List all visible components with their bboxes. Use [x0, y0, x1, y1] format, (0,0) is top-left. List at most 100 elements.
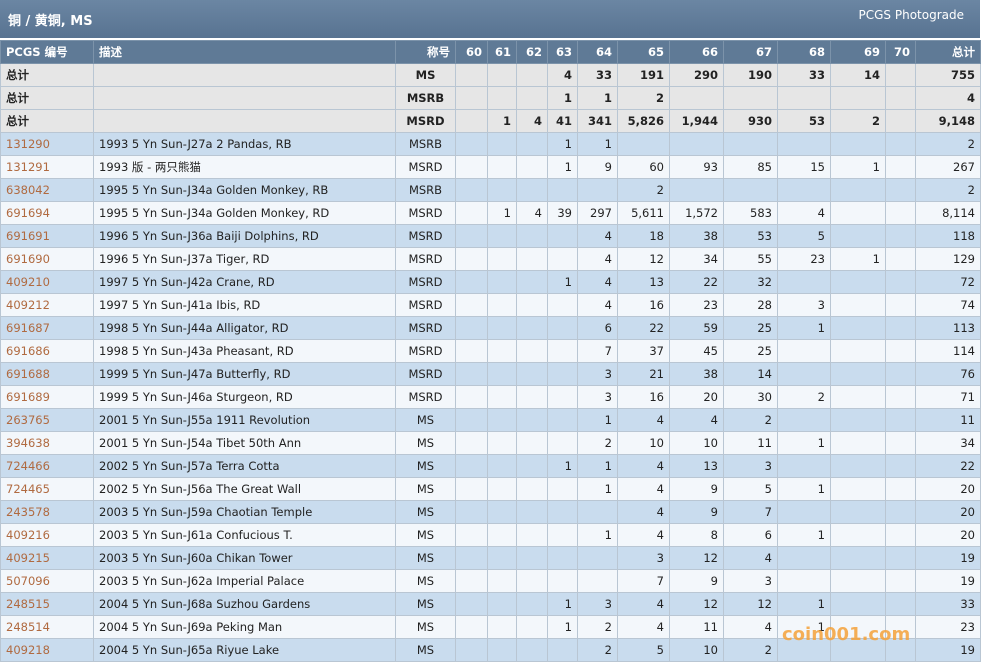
table-cell	[830, 454, 886, 478]
table-cell	[487, 362, 517, 386]
cert-link[interactable]: 243578	[0, 500, 94, 524]
table-cell	[455, 270, 488, 294]
column-header[interactable]: 67	[723, 40, 778, 64]
cert-link[interactable]: 409212	[0, 293, 94, 317]
table-cell	[455, 592, 488, 616]
column-header[interactable]: 63	[547, 40, 578, 64]
column-header[interactable]: 61	[487, 40, 517, 64]
table-cell	[487, 477, 517, 501]
table-cell	[487, 431, 517, 455]
table-cell: 2004 5 Yn Sun-J68a Suzhou Gardens	[93, 592, 396, 616]
table-cell: 13	[669, 454, 724, 478]
column-header[interactable]: 称号	[395, 40, 456, 64]
cert-link[interactable]: 691688	[0, 362, 94, 386]
column-header[interactable]: 70	[885, 40, 916, 64]
table-cell: 4	[617, 592, 670, 616]
table-cell: 7	[577, 339, 618, 363]
table-cell	[516, 247, 548, 271]
table-cell	[516, 316, 548, 340]
table-cell	[547, 247, 578, 271]
column-header[interactable]: 64	[577, 40, 618, 64]
cert-link[interactable]: 691690	[0, 247, 94, 271]
table-cell: MSRB	[395, 86, 456, 110]
table-cell	[547, 224, 578, 248]
table-cell	[516, 569, 548, 593]
column-header[interactable]: PCGS 编号	[0, 40, 94, 64]
cert-link[interactable]: 691687	[0, 316, 94, 340]
table-cell: 9	[669, 500, 724, 524]
table-cell: 30	[723, 385, 778, 409]
table-row: 691686 1998 5 Yn Sun-J43a Pheasant, RD MSR…	[0, 339, 981, 363]
table-cell	[830, 316, 886, 340]
cert-link[interactable]: 409218	[0, 638, 94, 662]
table-cell: 6	[577, 316, 618, 340]
table-cell: 3	[577, 362, 618, 386]
table-cell	[516, 178, 548, 202]
table-cell: MS	[395, 63, 456, 87]
table-cell: 4	[723, 615, 778, 639]
table-cell	[885, 270, 916, 294]
table-cell: 53	[777, 109, 831, 133]
table-cell: 2002 5 Yn Sun-J57a Terra Cotta	[93, 454, 396, 478]
column-header[interactable]: 62	[516, 40, 548, 64]
column-header[interactable]: 66	[669, 40, 724, 64]
cert-link[interactable]: 507096	[0, 569, 94, 593]
cert-link[interactable]: 724466	[0, 454, 94, 478]
table-cell	[885, 224, 916, 248]
table-cell	[830, 132, 886, 156]
cert-link[interactable]: 691691	[0, 224, 94, 248]
cert-link[interactable]: 724465	[0, 477, 94, 501]
column-header[interactable]: 总计	[915, 40, 981, 64]
cert-link[interactable]: 409215	[0, 546, 94, 570]
table-cell	[547, 408, 578, 432]
column-header[interactable]: 69	[830, 40, 886, 64]
cert-link[interactable]: 638042	[0, 178, 94, 202]
table-cell: 4	[577, 224, 618, 248]
table-cell: 267	[915, 155, 981, 179]
table-cell: 2	[830, 109, 886, 133]
table-cell	[830, 224, 886, 248]
table-cell: 4	[577, 270, 618, 294]
cert-link[interactable]: 409210	[0, 270, 94, 294]
header-link[interactable]: PCGS Photograde	[858, 8, 964, 22]
cert-link[interactable]: 131291	[0, 155, 94, 179]
table-cell	[455, 316, 488, 340]
table-cell	[547, 546, 578, 570]
table-cell	[516, 385, 548, 409]
table-cell	[516, 477, 548, 501]
table-cell	[830, 86, 886, 110]
column-header[interactable]: 描述	[93, 40, 396, 64]
table-cell	[516, 132, 548, 156]
table-cell: 23	[669, 293, 724, 317]
table-cell	[777, 86, 831, 110]
table-cell	[547, 362, 578, 386]
column-header[interactable]: 60	[455, 40, 488, 64]
table-cell	[516, 546, 548, 570]
table-cell: 4	[617, 477, 670, 501]
table-cell: 5,611	[617, 201, 670, 225]
cert-link[interactable]: 394638	[0, 431, 94, 455]
table-cell: 22	[915, 454, 981, 478]
table-cell	[885, 86, 916, 110]
cert-link[interactable]: 248515	[0, 592, 94, 616]
table-cell: 总计	[0, 63, 94, 87]
table-cell: 1	[830, 155, 886, 179]
table-cell: 2	[777, 385, 831, 409]
table-cell	[455, 247, 488, 271]
cert-link[interactable]: 263765	[0, 408, 94, 432]
table-cell	[885, 408, 916, 432]
column-header[interactable]: 68	[777, 40, 831, 64]
table-cell: 5	[617, 638, 670, 662]
cert-link[interactable]: 691686	[0, 339, 94, 363]
cert-link[interactable]: 691689	[0, 385, 94, 409]
table-row: 总计 MSRB 1 1 2 4	[0, 86, 981, 110]
table-row: 总计 MS 4 33 191 290 190 33 14 755	[0, 63, 981, 87]
table-row: 724466 2002 5 Yn Sun-J57a Terra Cotta MS 1 1…	[0, 454, 981, 478]
cert-link[interactable]: 409216	[0, 523, 94, 547]
table-cell	[830, 362, 886, 386]
table-cell: 14	[830, 63, 886, 87]
cert-link[interactable]: 248514	[0, 615, 94, 639]
cert-link[interactable]: 691694	[0, 201, 94, 225]
column-header[interactable]: 65	[617, 40, 670, 64]
cert-link[interactable]: 131290	[0, 132, 94, 156]
